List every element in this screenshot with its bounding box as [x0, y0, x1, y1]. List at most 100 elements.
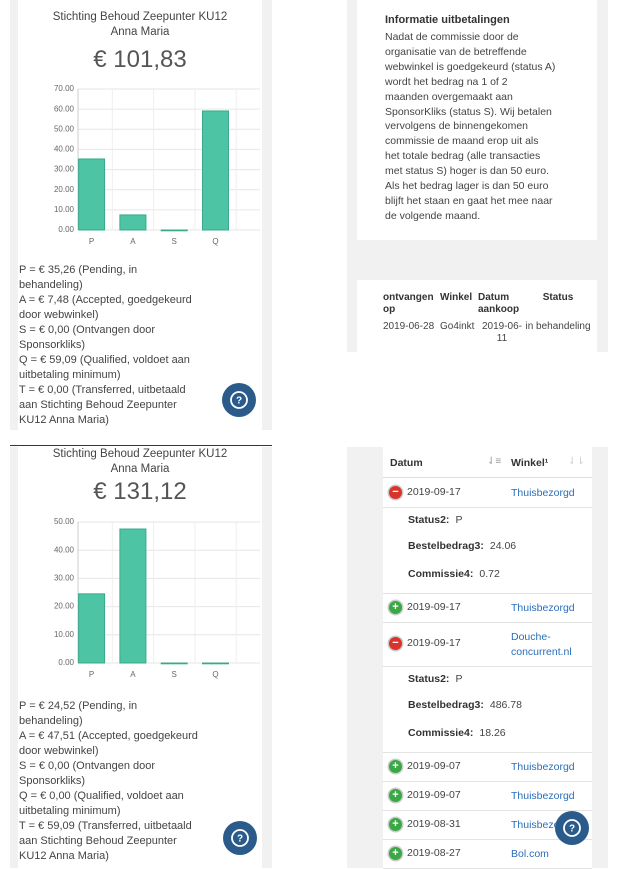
shop-link[interactable]: Thuisbezorgd [511, 601, 575, 614]
text-line: P = € 24,52 (Pending, in [19, 700, 138, 712]
bar [160, 662, 188, 665]
cell: in behandeling [525, 321, 591, 332]
svg-text:?: ? [236, 396, 242, 407]
x-tick-label: Q [212, 670, 218, 679]
bar [119, 528, 147, 664]
expand-icon[interactable]: + [389, 600, 402, 614]
bar [119, 214, 147, 231]
shop-link[interactable]: Douche-concurrent.nl [511, 631, 572, 658]
text-line: KU12 Anna Maria) [19, 850, 109, 862]
expand-icon[interactable]: − [389, 637, 402, 650]
expand-icon[interactable]: + [389, 788, 402, 802]
text-line: wordt het bedrag na 1 of 2 [385, 75, 508, 88]
x-tick-label: Q [212, 237, 218, 246]
y-tick-label: 10.00 [54, 630, 75, 639]
detail: Status2: P [408, 514, 462, 526]
chart: 0.00 10.00 20.00 30.00 40.00 50.00 P A S Q [54, 517, 260, 679]
expand-icon[interactable]: + [389, 817, 402, 831]
text-line: webwinkel is goedgekeurd (status A) [385, 60, 556, 73]
date: 2019-09-17 [407, 637, 461, 649]
detail-label: Commissie4: [408, 727, 474, 739]
text-line: aan Stichting Behoud Zeepunter [19, 399, 177, 411]
detail-value: P [455, 514, 463, 526]
transactions-card: Datum ⇃≡ Winkel¹ ⇃⇂ −2019-09-17 Thuisbezo… [383, 447, 592, 869]
expand-icon[interactable]: + [389, 759, 402, 773]
text-line: A = € 7,48 (Accepted, goedgekeurd [19, 294, 192, 306]
help-button[interactable]: ? [221, 382, 257, 418]
shop-link[interactable]: Thuisbezorgd [511, 789, 575, 802]
shop-link[interactable]: Bol.com [511, 847, 549, 860]
chart: 0.00 10.00 20.00 30.00 40.00 50.00 60.00 70.00 P… [54, 84, 260, 246]
cell: Go4inkt [440, 321, 475, 332]
cell: 2019-06-11 [481, 321, 523, 344]
x-tick-label: P [89, 237, 94, 246]
info-text: Nadat de commissie door de organisatie va… [385, 30, 555, 224]
text-line: organisatie van de betreffende [385, 45, 527, 58]
info-card: Informatie uitbetalingen Nadat de commis… [357, 0, 597, 240]
text-line: Q = € 0,00 (Qualified, voldoet aan [19, 790, 184, 802]
info-title: Informatie uitbetalingen [385, 14, 510, 26]
detail: Status2: P [408, 673, 462, 685]
shop-link[interactable]: Thuisbezorgd [511, 760, 575, 773]
y-tick-label: 40.00 [54, 545, 75, 554]
text-line: vervolgens de binnengekomen [385, 120, 529, 133]
bar [202, 110, 229, 231]
bar [78, 593, 106, 664]
shop-link[interactable]: Thuisbezorgd [511, 486, 575, 499]
text-line: Als het bedrag lager is dan 50 euro [385, 180, 549, 193]
text-line: uitbetaling minimum) [19, 369, 121, 381]
y-tick-label: 0.00 [58, 658, 74, 667]
row-line [383, 507, 592, 508]
y-tick-label: 10.00 [54, 205, 75, 214]
column-header: Datum [390, 457, 423, 469]
text-line: SponsorKliks (status S). Wij betalen [385, 105, 552, 118]
summary-card: Stichting Behoud Zeepunter KU12 Anna Mari… [18, 0, 262, 430]
text-line: met status S) hoger is dan 50 euro. [385, 165, 550, 178]
y-tick-label: 40.00 [54, 145, 75, 154]
header-line [383, 477, 592, 478]
help-button[interactable]: ? [554, 810, 590, 846]
row-line [383, 781, 592, 782]
summary-title: Stichting Behoud Zeepunter KU12 Anna Mari… [18, 10, 262, 40]
date: 2019-09-07 [407, 759, 461, 772]
text-line: Stichting Behoud Zeepunter KU12 [52, 448, 228, 460]
y-tick-label: 30.00 [54, 165, 75, 174]
column-header: Winkel [440, 292, 473, 303]
sort-icon[interactable]: ⇃≡ [487, 456, 502, 467]
text-line: door webwinkel) [19, 745, 99, 757]
text-line: KU12 Anna Maria) [19, 414, 109, 426]
text-line: Stichting Behoud Zeepunter KU12 [52, 11, 228, 23]
expand-icon[interactable]: − [389, 485, 402, 499]
y-tick-label: 20.00 [54, 185, 75, 194]
text-line: door webwinkel) [19, 309, 99, 321]
column-header: ontvangen op [383, 292, 434, 315]
text-line: A = € 47,51 (Accepted, goedgekeurd [19, 730, 198, 742]
text-line: behandeling) [19, 715, 83, 727]
text-line: het totale bedrag (alle transacties [385, 150, 541, 163]
detail-label: Status2: [408, 514, 450, 526]
summary-title: Stichting Behoud Zeepunter KU12 Anna Mari… [18, 447, 262, 477]
date: 2019-09-07 [407, 788, 461, 801]
text-line: Anna Maria [110, 463, 170, 475]
summary-amount: € 101,83 [93, 46, 187, 73]
row-line [383, 666, 592, 667]
y-tick-label: 50.00 [54, 517, 75, 526]
row-line [383, 752, 592, 753]
detail-label: Bestelbedrag3: [408, 699, 484, 711]
x-tick-label: S [172, 670, 177, 679]
x-tick-label: S [172, 237, 177, 246]
column-header: Status [542, 292, 574, 303]
text-line: S = € 0,00 (Ontvangen door [19, 760, 156, 772]
y-tick-label: 70.00 [54, 84, 75, 93]
row-line [383, 810, 592, 811]
expand-icon[interactable]: + [389, 846, 402, 860]
legend: P = € 24,52 (Pending, in behandeling) A = … [19, 699, 198, 864]
date: 2019-09-17 [407, 485, 461, 498]
sort-icon[interactable]: ⇃⇂ [568, 456, 585, 467]
help-button[interactable]: ? [222, 820, 258, 856]
payouts-card: ontvangen op Winkel Datum aankoop Status 201… [357, 280, 597, 352]
text-line: Q = € 59,09 (Qualified, voldoet aan [19, 354, 190, 366]
detail-label: Commissie4: [408, 568, 474, 580]
text-line: T = € 59,09 (Transferred, uitbetaald [19, 820, 192, 832]
